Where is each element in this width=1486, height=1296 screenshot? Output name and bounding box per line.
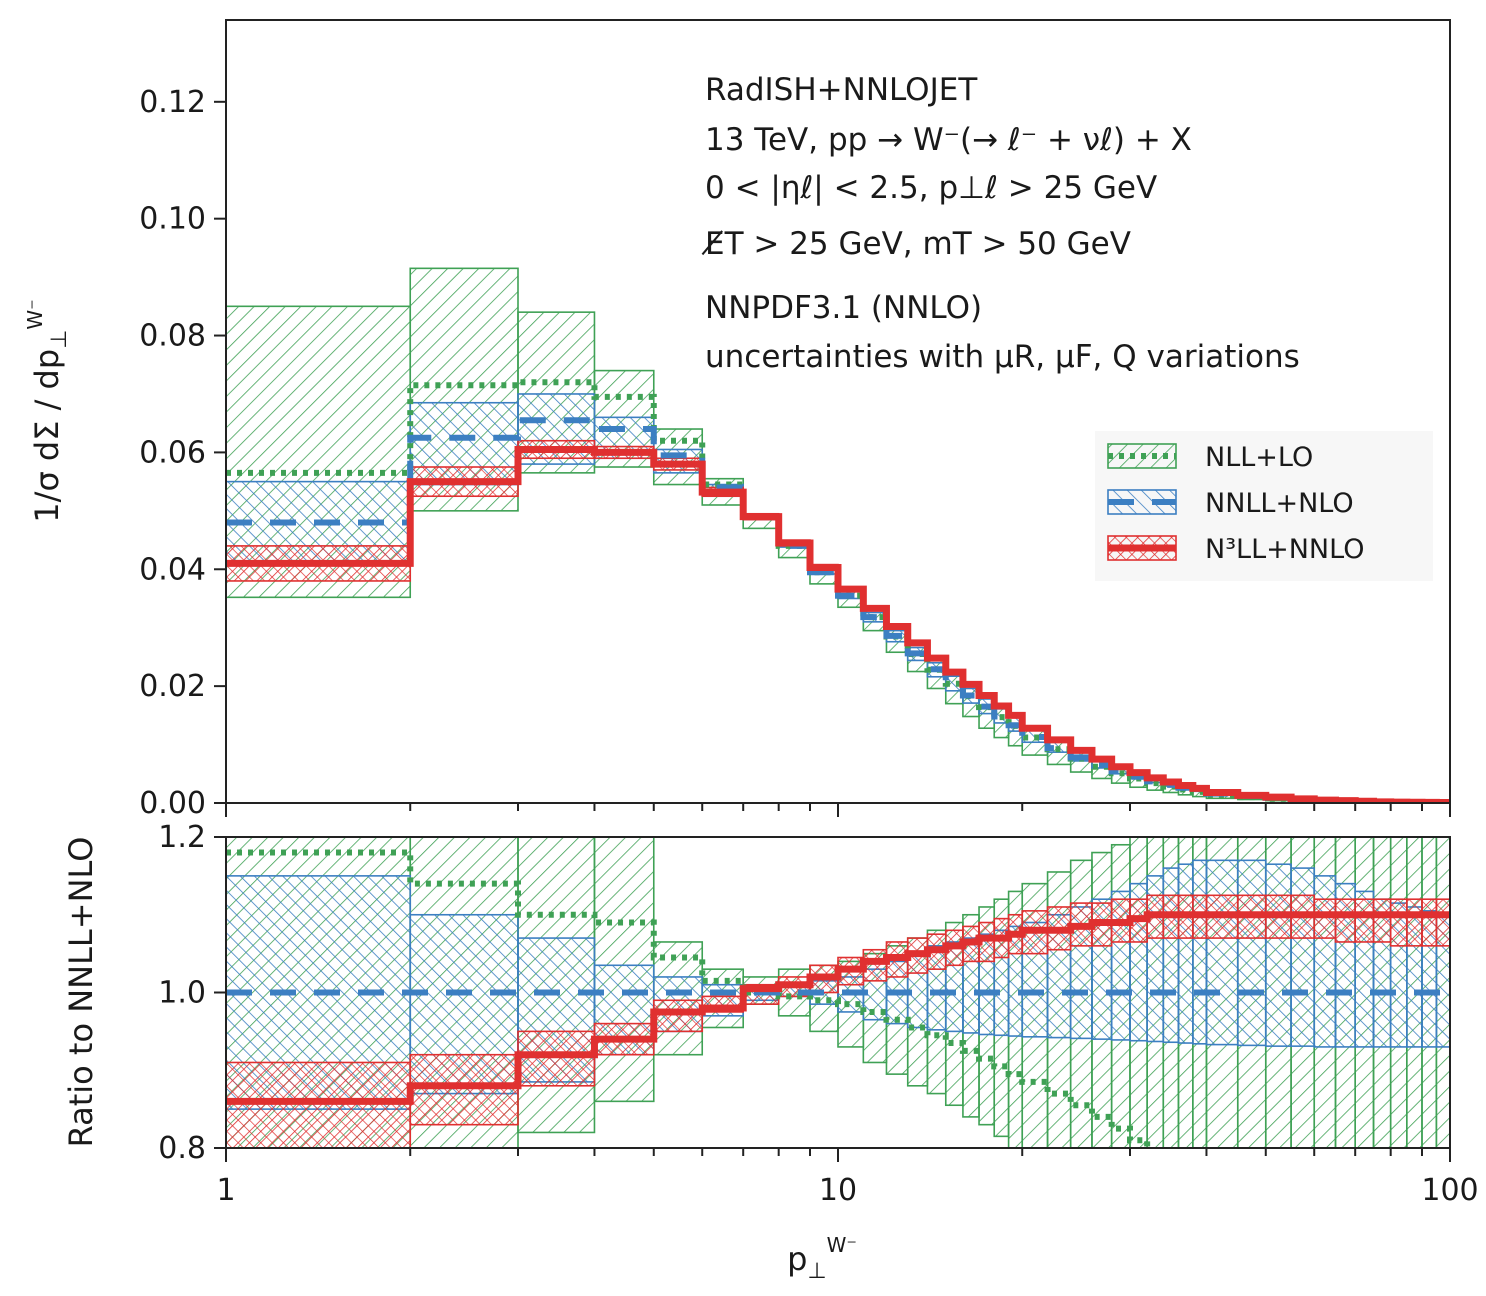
ratio-band-cross-n3ll-nnlo-bin xyxy=(410,1054,518,1125)
main-y-tick-label: 0.00 xyxy=(139,786,206,821)
ratio-y-tick-label: 1.0 xyxy=(158,976,206,1011)
ratio-y-axis-ticks: 0.8 1.0 1.2 xyxy=(158,820,226,1166)
ratio-band-cross-n3ll-nnlo-bin xyxy=(517,1031,595,1086)
ratio-band-cross-n3ll-nnlo-bin xyxy=(1406,899,1422,946)
ratio-y-axis-label: Ratio to NNLL+NLO xyxy=(62,837,100,1148)
ratio-band-cross-n3ll-nnlo-bin xyxy=(863,949,887,981)
main-y-tick-label: 0.04 xyxy=(139,552,206,587)
x-axis-label-sub: ⊥ xyxy=(807,1259,826,1284)
annotation-block: RadISH+NNLOJET 13 TeV, pp → W⁻(→ ℓ⁻ + νℓ… xyxy=(702,72,1300,375)
main-x-axis-ticks xyxy=(225,803,1451,817)
main-y-tick-label: 0.08 xyxy=(139,319,206,354)
main-y-tick-label: 0.06 xyxy=(139,435,206,470)
ratio-x-axis-ticks: 1 10 100 xyxy=(216,1148,1479,1208)
legend-label-nll-lo: NLL+LO xyxy=(1205,442,1313,473)
ratio-band-cross-n3ll-nnlo-bin xyxy=(1335,899,1356,942)
ratio-y-tick-label: 0.8 xyxy=(158,1131,206,1166)
main-central-line-n3ll-nnlo xyxy=(226,445,1450,803)
ratio-x-tick-label: 100 xyxy=(1421,1173,1478,1208)
legend-entry-nll-lo: NLL+LO xyxy=(1107,442,1313,473)
annotation-line-6: uncertainties with μR, μF, Q variations xyxy=(705,339,1300,375)
main-y-axis-label: 1/σ dΣ / dp⊥W⁻ xyxy=(23,299,72,522)
x-axis-label-sup: W⁻ xyxy=(827,1233,857,1257)
main-y-axis-label-sub: ⊥ xyxy=(47,330,72,349)
ratio-uncertainty-bands xyxy=(226,837,1450,1148)
ratio-panel: 0.8 1.0 1.2 1 10 100 Ratio to NNLL+NLO p⊥W⁻ xyxy=(62,820,1479,1284)
ratio-band-cross-n3ll-nnlo-bin xyxy=(226,1062,411,1148)
ratio-central-line-n3ll-nnlo xyxy=(226,911,1450,1105)
ratio-band-cross-n3ll-nnlo-bin xyxy=(1421,899,1437,946)
legend-label-nnll-nlo: NNLL+NLO xyxy=(1205,488,1354,519)
ratio-band-cross-n3ll-nnlo-bin xyxy=(1373,899,1391,942)
main-y-axis-ticks: 0.00 0.02 0.04 0.06 0.08 0.10 0.12 xyxy=(139,85,226,821)
ratio-band-cross-n3ll-nnlo-bin xyxy=(1355,899,1374,942)
x-axis-label-main: p xyxy=(787,1240,807,1278)
ratio-y-tick-label: 1.2 xyxy=(158,820,206,855)
ratio-band-cross-n3ll-nnlo-bin xyxy=(1390,899,1407,946)
main-y-tick-label: 0.02 xyxy=(139,669,206,704)
main-y-tick-label: 0.12 xyxy=(139,85,206,120)
ratio-band-nnll-nlo-bin xyxy=(1162,867,1180,1044)
ratio-band-nnll-nlo-bin xyxy=(1264,863,1292,1047)
annotation-line-3: 0 < |ηℓ| < 2.5, p⊥ℓ > 25 GeV xyxy=(705,170,1157,206)
main-y-axis-label-main: 1/σ dΣ / dp xyxy=(28,349,66,523)
main-y-tick-label: 0.10 xyxy=(139,202,206,237)
ratio-central-lines xyxy=(226,849,1450,1148)
ratio-band-cross-n3ll-nnlo-bin xyxy=(653,1000,703,1032)
ratio-band-nnll-nlo-bin xyxy=(1236,859,1267,1047)
ratio-band-nnll-nlo-bin xyxy=(1192,859,1208,1045)
x-axis-label: p⊥W⁻ xyxy=(787,1233,857,1284)
ratio-band-nnll-nlo-bin xyxy=(1205,859,1239,1046)
ratio-band-cross-n3ll-nnlo-bin xyxy=(979,922,995,962)
legend: NLL+LO NNLL+NLO N³LL+NNLO xyxy=(1095,431,1433,581)
ratio-band-nnll-nlo-bin xyxy=(1177,863,1194,1044)
annotation-line-2: 13 TeV, pp → W⁻(→ ℓ⁻ + νℓ) + X xyxy=(705,122,1192,158)
legend-entry-n3ll-nnlo: N³LL+NNLO xyxy=(1107,534,1364,565)
main-y-axis-label-sup: W⁻ xyxy=(23,299,47,329)
ratio-x-tick-label: 1 xyxy=(216,1173,235,1208)
ratio-band-cross-n3ll-nnlo-bin xyxy=(1436,899,1450,946)
annotation-line-1: RadISH+NNLOJET xyxy=(705,72,978,108)
legend-entry-nnll-nlo: NNLL+NLO xyxy=(1107,488,1354,519)
main-panel: 0.00 0.02 0.04 0.06 0.08 0.10 0.12 1/σ dΣ / dp… xyxy=(23,19,1451,821)
annotation-line-5: NNPDF3.1 (NNLO) xyxy=(705,290,982,326)
legend-entries: NLL+LO NNLL+NLO N³LL+NNLO xyxy=(1107,442,1364,565)
annotation-line-4: E̸T > 25 GeV, mT > 50 GeV xyxy=(702,226,1131,262)
ratio-x-tick-label: 10 xyxy=(819,1173,857,1208)
legend-label-n3ll-nnlo: N³LL+NNLO xyxy=(1205,534,1364,565)
main-central-lines xyxy=(226,379,1450,803)
ratio-band-cross-n3ll-nnlo-bin xyxy=(1314,899,1336,939)
